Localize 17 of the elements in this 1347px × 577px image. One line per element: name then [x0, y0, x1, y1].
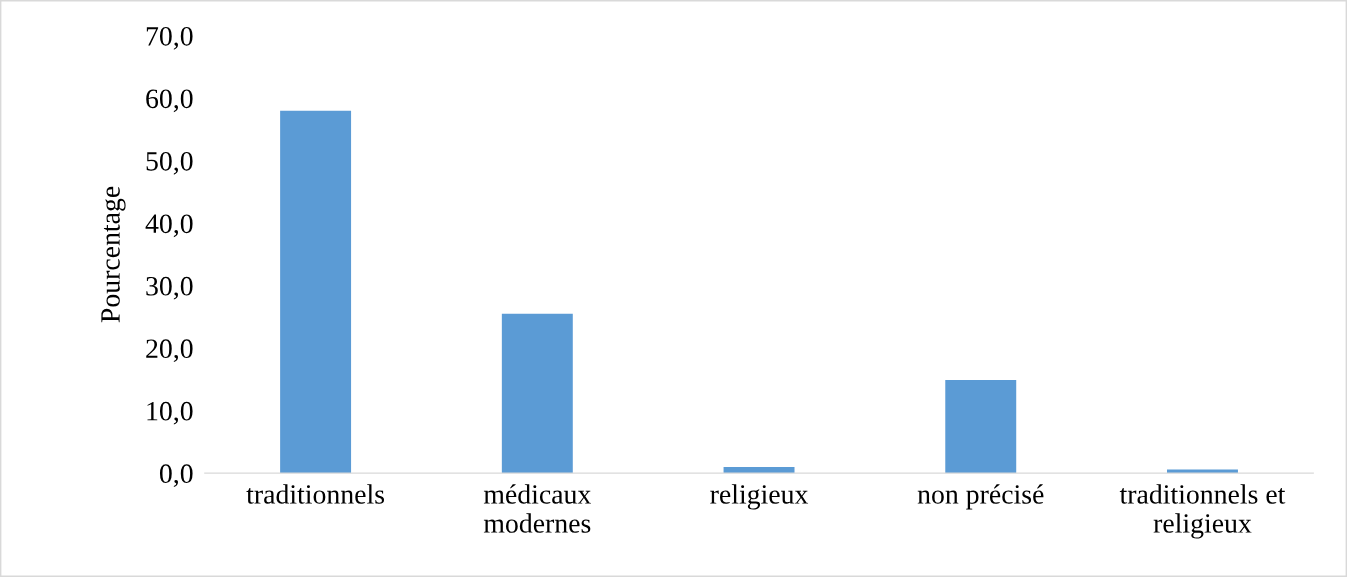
- y-tick-label: 0,0: [159, 464, 193, 488]
- x-tick-label: traditionnels et religieux: [1119, 484, 1286, 539]
- x-tick-label: non précisé: [917, 484, 1044, 510]
- y-tick-label: 70,0: [146, 26, 193, 50]
- bar: [501, 313, 573, 474]
- y-tick-label: 30,0: [146, 276, 193, 300]
- x-tick-label: traditionnels: [246, 484, 385, 504]
- y-tick-label: 20,0: [146, 339, 193, 363]
- y-axis-title: Pourcentage: [101, 186, 126, 323]
- y-tick-label: 40,0: [145, 214, 193, 238]
- bar: [280, 110, 352, 474]
- x-tick-label: médicaux modernes: [483, 484, 591, 533]
- x-tick-label: religieux: [710, 484, 809, 510]
- y-tick-label: 10,0: [147, 401, 193, 425]
- y-tick-label: 60,0: [146, 89, 193, 113]
- y-tick-label: 50,0: [146, 151, 193, 175]
- bar: [945, 380, 1017, 474]
